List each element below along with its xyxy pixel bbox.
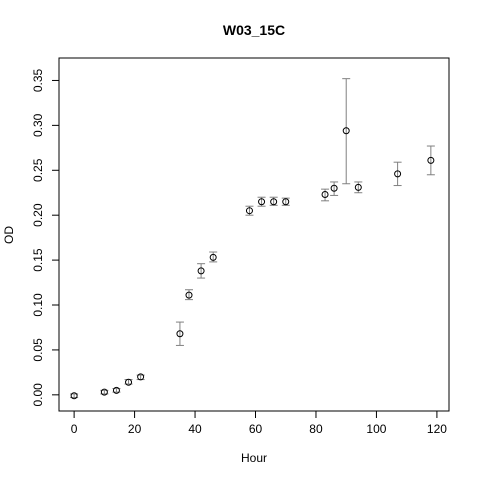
data-point <box>209 253 217 261</box>
data-point <box>270 198 278 206</box>
y-tick-label: 0.00 <box>31 383 45 407</box>
data-point <box>354 183 362 191</box>
x-tick-label: 120 <box>427 422 447 436</box>
x-tick-label: 60 <box>249 422 263 436</box>
data-points <box>70 127 435 400</box>
x-tick-label: 20 <box>128 422 142 436</box>
data-point <box>185 291 193 299</box>
y-tick-label: 0.05 <box>31 338 45 362</box>
y-axis-label: OD <box>2 226 16 244</box>
y-tick-label: 0.25 <box>31 158 45 182</box>
data-point <box>282 198 290 206</box>
y-axis: 0.00 0.05 0.10 0.15 0.20 0.25 0.30 0.35 <box>31 68 60 407</box>
data-point <box>245 207 253 215</box>
y-tick-label: 0.20 <box>31 203 45 227</box>
data-point <box>427 156 435 164</box>
x-tick-label: 0 <box>71 422 78 436</box>
data-point <box>321 191 329 199</box>
data-point <box>112 386 120 394</box>
data-point <box>176 330 184 338</box>
x-tick-label: 40 <box>188 422 202 436</box>
data-point <box>70 392 78 400</box>
data-point <box>197 267 205 275</box>
data-point <box>342 127 350 135</box>
x-tick-label: 80 <box>309 422 323 436</box>
data-point <box>394 170 402 178</box>
y-tick-label: 0.35 <box>31 68 45 92</box>
x-axis-label: Hour <box>241 451 267 465</box>
data-point <box>125 378 133 386</box>
y-tick-label: 0.10 <box>31 293 45 317</box>
y-tick-label: 0.15 <box>31 248 45 272</box>
x-axis: 0 20 40 60 80 100 120 <box>71 410 447 436</box>
chart-title: W03_15C <box>223 22 285 38</box>
data-point <box>330 184 338 192</box>
x-tick-label: 100 <box>366 422 386 436</box>
data-point <box>137 373 145 381</box>
data-point <box>258 198 266 206</box>
y-tick-label: 0.30 <box>31 113 45 137</box>
data-point <box>100 388 108 396</box>
